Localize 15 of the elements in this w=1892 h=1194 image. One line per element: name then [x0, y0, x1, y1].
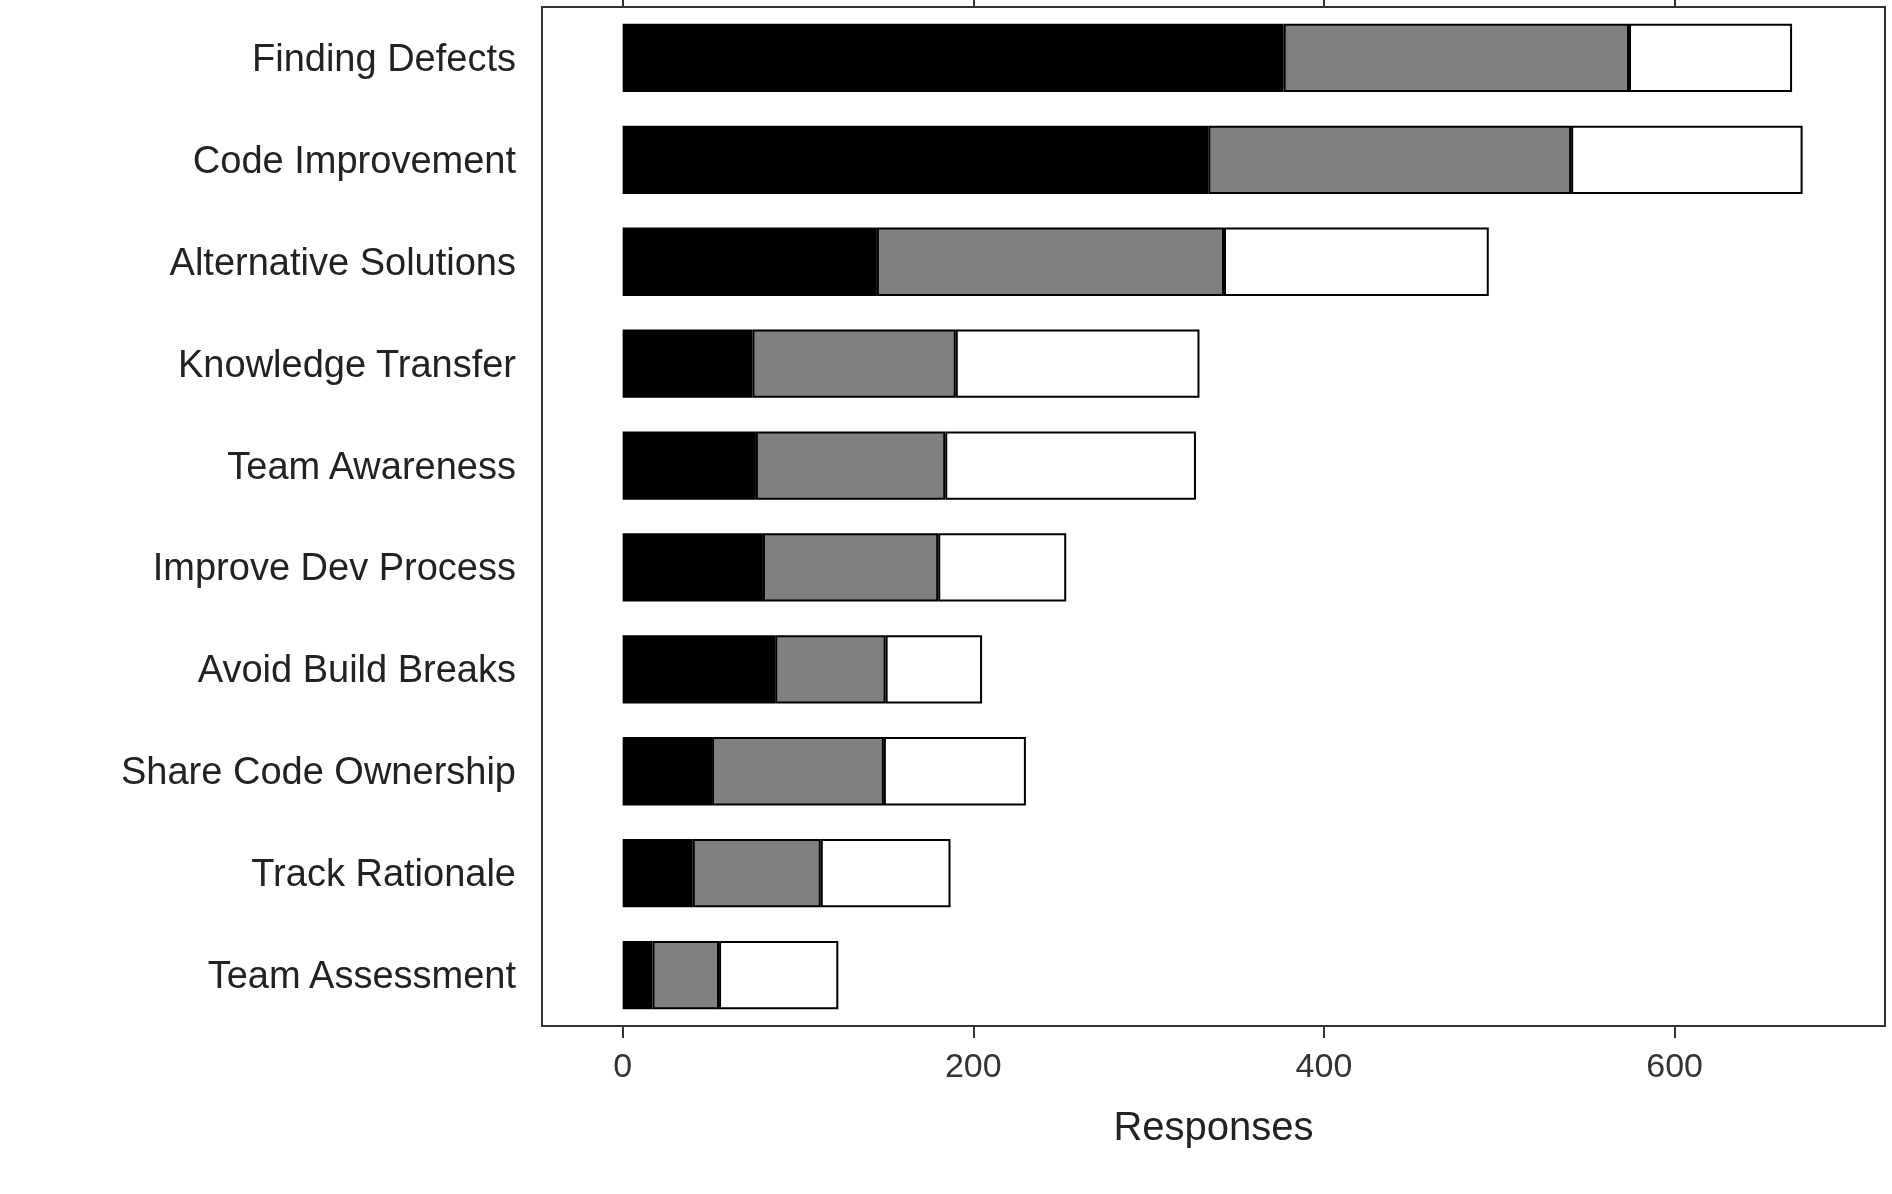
- y-tick-label: Improve Dev Process: [152, 546, 516, 589]
- y-tick-label: Avoid Build Breaks: [197, 648, 516, 691]
- y-tick-label: Code Improvement: [192, 138, 517, 181]
- x-tick-label: 200: [944, 1046, 1002, 1084]
- y-tick-label: Share Code Ownership: [121, 750, 516, 793]
- y-tick-label: Team Assessment: [207, 954, 517, 997]
- y-tick-label: Finding Defects: [251, 36, 516, 79]
- x-tick-label: 0: [613, 1046, 633, 1084]
- y-tick-label: Track Rationale: [251, 852, 516, 895]
- y-tick-label: Knowledge Transfer: [178, 342, 517, 385]
- x-tick-label: 400: [1295, 1046, 1353, 1084]
- y-tick-label: Team Awareness: [227, 444, 516, 487]
- x-tick-label: 600: [1646, 1046, 1703, 1084]
- x-axis-title: Responses: [1113, 1104, 1314, 1148]
- y-tick-label: Alternative Solutions: [169, 240, 516, 283]
